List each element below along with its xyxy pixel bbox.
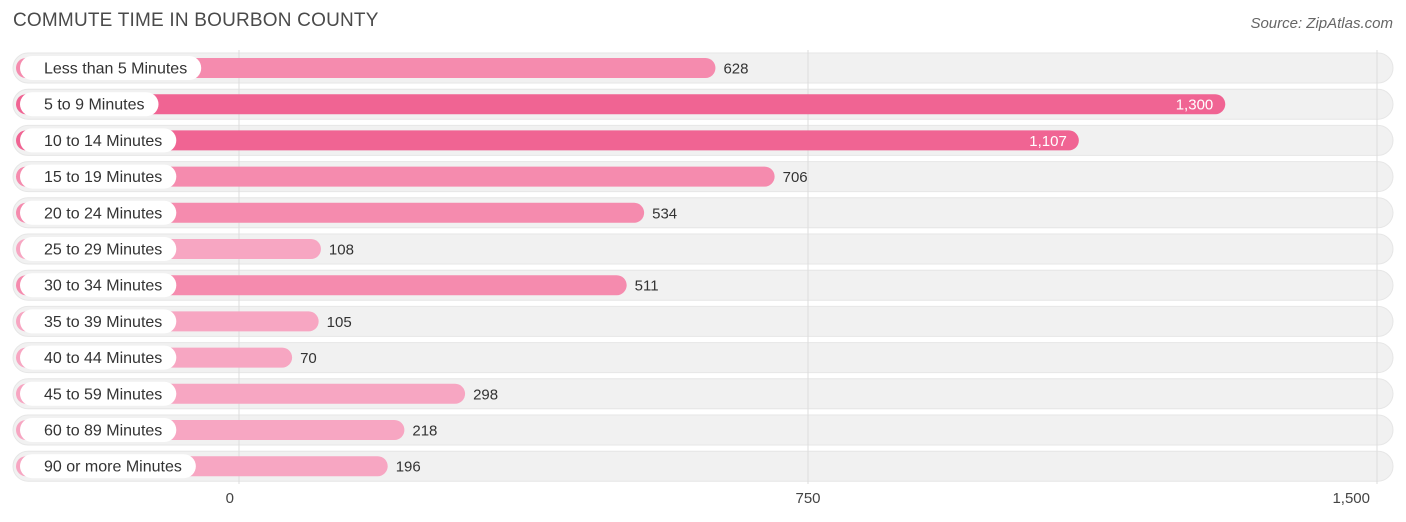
category-label: 30 to 34 Minutes [44,278,162,295]
row-track [12,342,1394,374]
category-pill [20,381,177,406]
value-label: 1,300 [1176,97,1214,114]
value-label: 511 [635,278,659,295]
category-label: Less than 5 Minutes [44,61,187,78]
value-label: 218 [412,423,437,440]
x-tick-label: 0 [226,490,234,507]
category-label: 10 to 14 Minutes [44,133,162,150]
category-pill [20,164,177,189]
category-pill [20,273,177,298]
category-label: 40 to 44 Minutes [44,350,162,367]
value-label: 1,107 [1029,133,1067,150]
category-label: 90 or more Minutes [44,459,182,476]
category-label: 35 to 39 Minutes [44,314,162,331]
bar [16,94,1226,115]
category-pill [20,309,177,334]
value-label: 196 [396,459,421,476]
chart-title: COMMUTE TIME IN BOURBON COUNTY [13,10,379,31]
x-tick-label: 750 [795,490,820,507]
value-label: 628 [723,61,748,78]
category-label: 15 to 19 Minutes [44,169,162,186]
value-label: 108 [329,242,354,259]
category-label: 20 to 24 Minutes [44,205,162,222]
bar [16,130,1079,151]
row-track [12,305,1394,337]
source-note: Source: ZipAtlas.com [1250,15,1393,32]
row-track [12,233,1394,265]
category-pill [20,454,196,479]
value-label: 706 [783,169,808,186]
category-label: 45 to 59 Minutes [44,386,162,403]
category-pill [20,237,177,261]
category-label: 5 to 9 Minutes [44,97,145,114]
bar [16,166,775,187]
category-label: 60 to 89 Minutes [44,423,162,440]
category-pill [20,92,159,117]
category-pill [20,345,177,370]
category-pill [20,418,177,442]
category-pill [20,56,202,80]
category-pill [20,200,177,225]
x-tick-label: 1,500 [1332,490,1370,507]
value-label: 105 [327,314,352,331]
value-label: 298 [473,386,498,403]
category-pill [20,128,177,153]
value-label: 534 [652,205,677,222]
value-label: 70 [300,350,317,367]
category-label: 25 to 29 Minutes [44,242,162,259]
